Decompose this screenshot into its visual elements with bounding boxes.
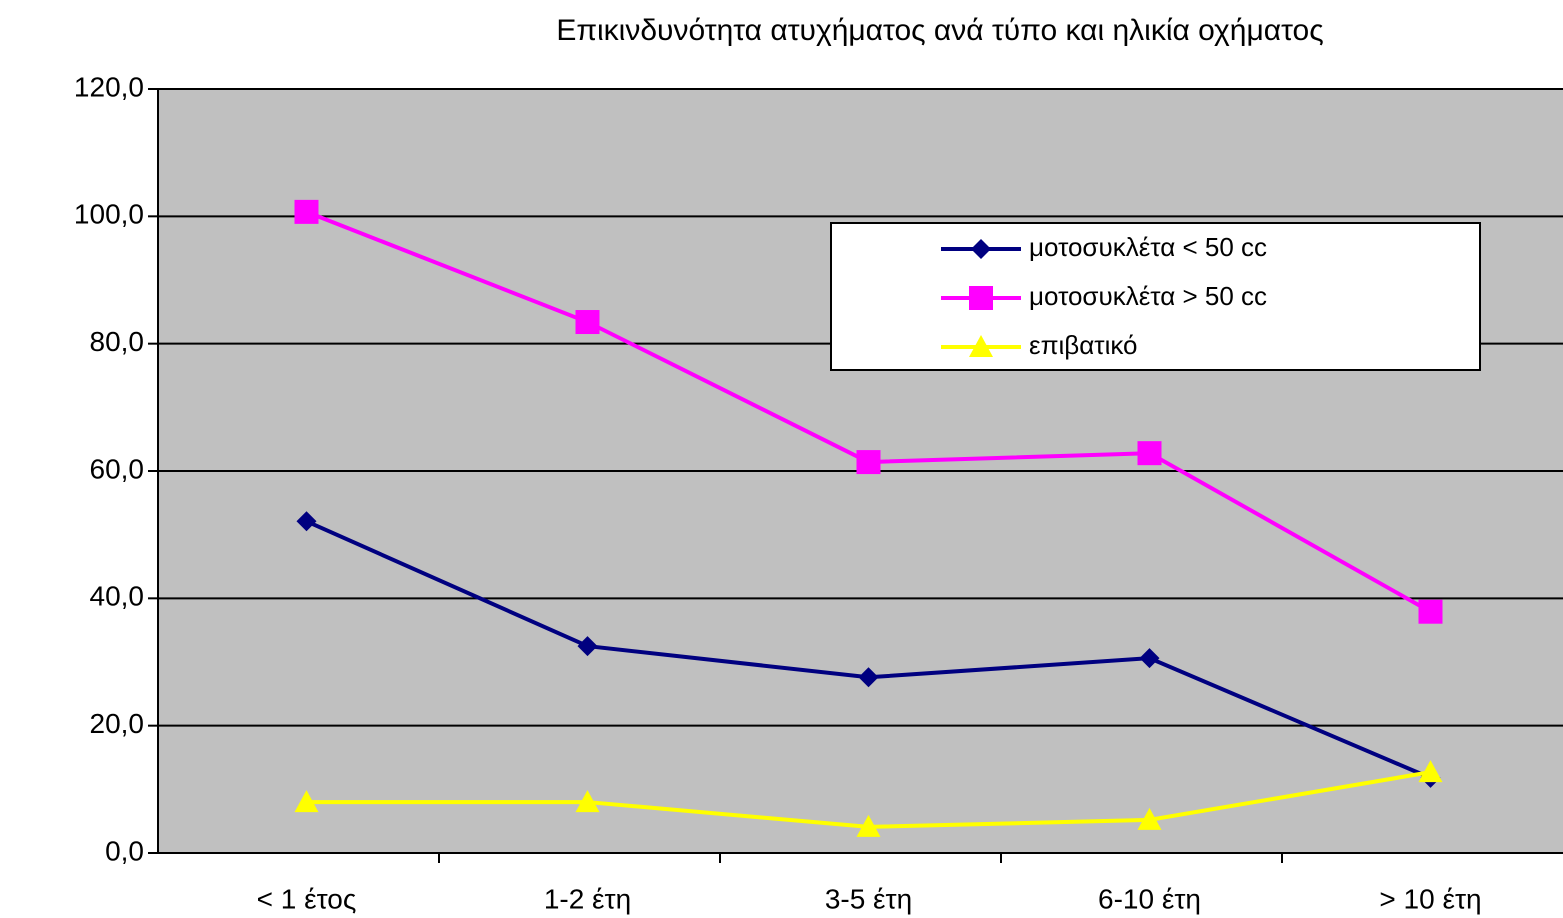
legend-label: επιβατικό (1029, 330, 1137, 360)
chart-title: Επικινδυνότητα ατυχήματος ανά τύπο και η… (556, 14, 1323, 47)
marker (971, 239, 991, 259)
marker (577, 636, 598, 657)
marker (1137, 807, 1162, 830)
marker (1137, 441, 1162, 466)
legend-box (830, 222, 1481, 371)
x-tick-label: 6-10 έτη (1098, 883, 1201, 914)
marker (1418, 599, 1443, 624)
x-tick-label: 1-2 έτη (544, 883, 631, 914)
marker (1418, 760, 1443, 783)
legend-label: μοτοσυκλέτα > 50 cc (1029, 281, 1267, 311)
x-tick-label: > 10 έτη (1379, 883, 1481, 914)
y-tick-label: 100,0 (74, 199, 144, 230)
marker (575, 790, 600, 813)
y-tick-label: 120,0 (74, 71, 144, 102)
y-tick-label: 0,0 (105, 835, 144, 866)
legend: μοτοσυκλέτα < 50 cc μοτοσυκλέτα > 50 cc επ… (830, 222, 1481, 371)
marker (858, 667, 879, 688)
x-tick-label: 3-5 έτη (825, 883, 912, 914)
y-tick-label: 20,0 (90, 708, 145, 739)
marker (294, 790, 319, 813)
marker (1139, 648, 1160, 669)
marker (969, 335, 993, 357)
marker (575, 310, 600, 335)
x-tick-label: < 1 έτος (257, 883, 357, 914)
marker (296, 511, 317, 532)
marker (856, 450, 881, 475)
y-tick-label: 80,0 (90, 326, 145, 357)
marker (969, 286, 993, 310)
marker (856, 814, 881, 837)
y-tick-label: 60,0 (90, 453, 145, 484)
marker (294, 199, 319, 224)
y-tick-label: 40,0 (90, 581, 145, 612)
legend-label: μοτοσυκλέτα < 50 cc (1029, 232, 1267, 262)
